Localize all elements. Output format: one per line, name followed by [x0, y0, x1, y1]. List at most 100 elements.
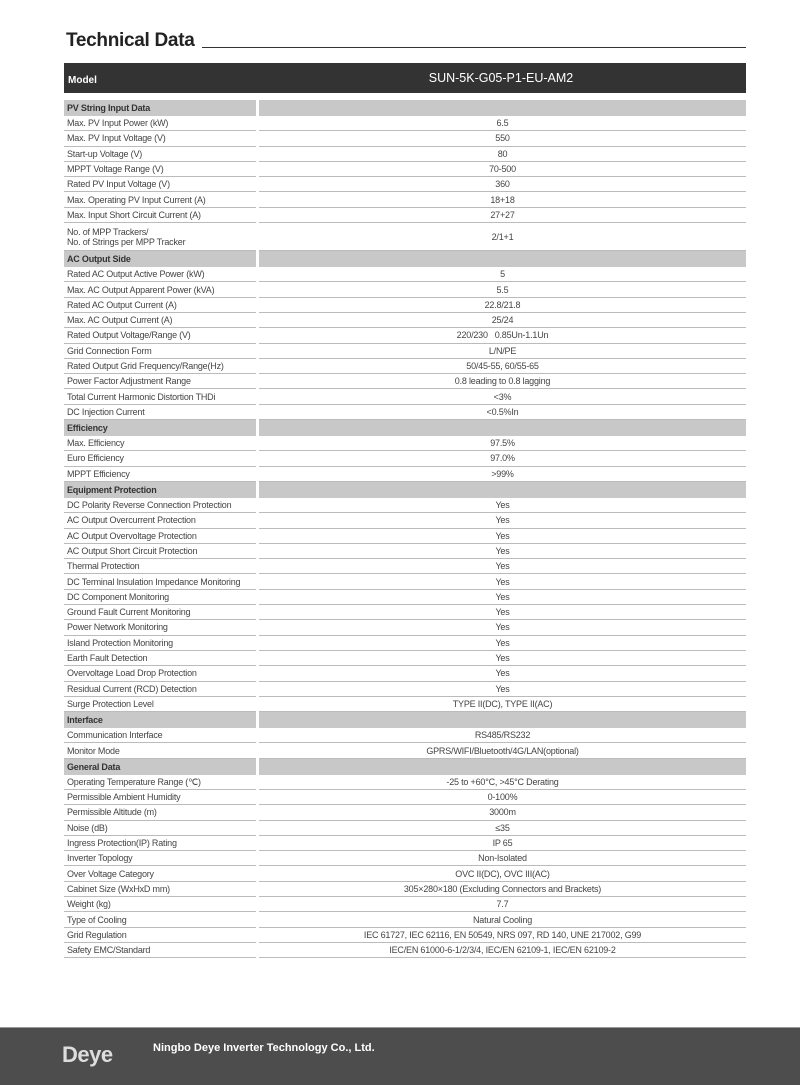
spec-value: 22.8/21.8 [259, 298, 746, 313]
section-fill [259, 420, 746, 437]
table-row: Max. AC Output Apparent Power (kVA) 5.5 [64, 282, 746, 298]
spec-value: 0.8 leading to 0.8 lagging [259, 374, 746, 390]
spec-value: Yes [259, 651, 746, 667]
spec-label: Island Protection Monitoring [64, 636, 256, 651]
spec-label: Rated Output Voltage/Range (V) [64, 328, 256, 344]
spec-value: 2/1+1 [259, 223, 746, 252]
table-row: Ingress Protection(IP) Rating IP 65 [64, 836, 746, 852]
spec-value: IEC/EN 61000-6-1/2/3/4, IEC/EN 62109-1, … [259, 943, 746, 959]
spec-label: Earth Fault Detection [64, 651, 256, 667]
spec-label: AC Output Overvoltage Protection [64, 529, 256, 544]
spec-value: ≤35 [259, 821, 746, 836]
spec-label: Rated AC Output Current (A) [64, 298, 256, 313]
spec-label: Rated AC Output Active Power (kW) [64, 267, 256, 283]
spec-value: OVC II(DC), OVC III(AC) [259, 866, 746, 882]
spec-value: 27+27 [259, 208, 746, 224]
spec-value: <3% [259, 389, 746, 405]
table-row: Surge Protection Level TYPE II(DC), TYPE … [64, 697, 746, 713]
section-fill [259, 100, 746, 116]
spec-value: Yes [259, 574, 746, 590]
spec-label: Max. AC Output Current (A) [64, 313, 256, 329]
spec-label: Max. Operating PV Input Current (A) [64, 192, 256, 208]
section-title: General Data [64, 758, 256, 775]
spec-value: Yes [259, 590, 746, 606]
spec-value: <0.5%In [259, 405, 746, 421]
spec-value: 50/45-55, 60/55-65 [259, 359, 746, 375]
table-row: Inverter Topology Non-Isolated [64, 851, 746, 867]
spec-label: Weight (kg) [64, 897, 256, 913]
spec-value: 25/24 [259, 313, 746, 329]
spec-value: -25 to +60°C, >45°C Derating [259, 775, 746, 790]
spec-value: Natural Cooling [259, 912, 746, 928]
spec-label: Max. PV Input Voltage (V) [64, 131, 256, 147]
spec-value: GPRS/WIFI/Bluetooth/4G/LAN(optional) [259, 743, 746, 759]
spec-label: Residual Current (RCD) Detection [64, 682, 256, 697]
spec-label: Noise (dB) [64, 821, 256, 836]
table-row: Island Protection Monitoring Yes [64, 636, 746, 651]
table-row: Communication Interface RS485/RS232 [64, 728, 746, 744]
section-title: Equipment Protection [64, 481, 256, 498]
spec-label: Communication Interface [64, 728, 256, 744]
spec-table: Model SUN-5K-G05-P1-EU-AM2 PV String Inp… [64, 63, 746, 959]
table-row: DC Terminal Insulation Impedance Monitor… [64, 574, 746, 590]
section-fill [259, 758, 746, 775]
spec-label: Max. AC Output Apparent Power (kVA) [64, 282, 256, 298]
spec-label: Overvoltage Load Drop Protection [64, 666, 256, 682]
section-title: PV String Input Data [64, 100, 256, 116]
spec-label: No. of MPP Trackers/ No. of Strings per … [64, 223, 256, 252]
table-row: Safety EMC/Standard IEC/EN 61000-6-1/2/3/… [64, 943, 746, 959]
spec-label: Monitor Mode [64, 743, 256, 759]
spec-value: Yes [259, 513, 746, 529]
spec-label: MPPT Efficiency [64, 467, 256, 482]
section-header: Interface [64, 712, 746, 729]
spec-value: TYPE II(DC), TYPE II(AC) [259, 697, 746, 713]
footer: Deye Ningbo Deye Inverter Technology Co.… [0, 1027, 800, 1085]
spec-label: Grid Regulation [64, 928, 256, 943]
model-label: Model [68, 74, 97, 86]
table-row: Rated Output Voltage/Range (V) 220/230 0.… [64, 328, 746, 344]
spec-label: Type of Cooling [64, 912, 256, 928]
spec-value: 97.5% [259, 436, 746, 452]
table-row: Max. PV Input Voltage (V) 550 [64, 131, 746, 147]
spec-label: DC Terminal Insulation Impedance Monitor… [64, 574, 256, 590]
spec-value: Yes [259, 682, 746, 697]
spec-value: 70-500 [259, 162, 746, 178]
table-row: AC Output Overcurrent Protection Yes [64, 513, 746, 529]
spec-label: Thermal Protection [64, 559, 256, 575]
spec-value: 6.5 [259, 116, 746, 132]
section-title: Interface [64, 712, 256, 729]
spec-label: MPPT Voltage Range (V) [64, 162, 256, 178]
spec-value: 7.7 [259, 897, 746, 913]
spec-label: Operating Temperature Range (℃) [64, 775, 256, 790]
spec-value: Yes [259, 605, 746, 621]
table-row: Grid Connection Form L/N/PE [64, 344, 746, 359]
spec-label: AC Output Overcurrent Protection [64, 513, 256, 529]
deye-logo: Deye [62, 1042, 113, 1067]
model-value: SUN-5K-G05-P1-EU-AM2 [428, 71, 574, 85]
table-row: Start-up Voltage (V) 80 [64, 147, 746, 162]
section-header: PV String Input Data [64, 100, 746, 116]
table-row: Max. AC Output Current (A) 25/24 [64, 313, 746, 329]
table-row: Residual Current (RCD) Detection Yes [64, 682, 746, 697]
page-title: Technical Data [66, 30, 195, 51]
spec-value: Yes [259, 666, 746, 682]
table-row: Cabinet Size (WxHxD mm) 305×280×180 (Excl… [64, 882, 746, 898]
spec-value: RS485/RS232 [259, 728, 746, 744]
spec-label: Rated Output Grid Frequency/Range(Hz) [64, 359, 256, 375]
table-row: DC Injection Current <0.5%In [64, 405, 746, 421]
table-row: Euro Efficiency 97.0% [64, 451, 746, 467]
spec-value: 80 [259, 147, 746, 162]
spec-value: Yes [259, 544, 746, 560]
table-row: Operating Temperature Range (℃) -25 to +6… [64, 775, 746, 790]
table-row: Earth Fault Detection Yes [64, 651, 746, 667]
table-row: Weight (kg) 7.7 [64, 897, 746, 913]
spec-label: Cabinet Size (WxHxD mm) [64, 882, 256, 898]
spec-label: Surge Protection Level [64, 697, 256, 713]
spec-label: DC Injection Current [64, 405, 256, 421]
section-fill [259, 481, 746, 498]
spec-label: Grid Connection Form [64, 344, 256, 359]
section-header: Efficiency [64, 420, 746, 437]
section-title: Efficiency [64, 420, 256, 437]
spec-value: Yes [259, 498, 746, 514]
table-row: Max. Operating PV Input Current (A) 18+18 [64, 192, 746, 208]
